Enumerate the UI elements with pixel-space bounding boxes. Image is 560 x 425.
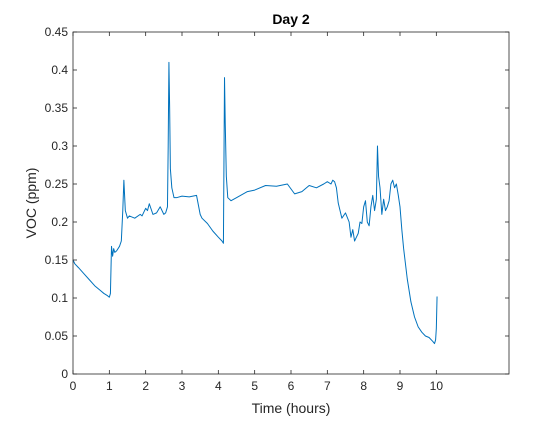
plot-area-background xyxy=(73,32,509,374)
y-tick-label: 0.35 xyxy=(45,101,69,115)
y-tick-label: 0 xyxy=(61,367,68,381)
series-layer xyxy=(72,61,438,345)
y-axis-label: VOC (ppm) xyxy=(23,168,39,239)
y-tick-label: 0.3 xyxy=(51,139,68,153)
y-tick-label: 0.15 xyxy=(45,253,69,267)
x-tick-label: 1 xyxy=(106,379,113,393)
chart-title: Day 2 xyxy=(272,11,310,27)
y-axis-ticks: 0 0.05 0.1 0.15 0.2 0.25 0.3 0.35 0.4 0.45 xyxy=(45,25,509,381)
x-axis-label: Time (hours) xyxy=(252,400,331,416)
y-tick-label: 0.1 xyxy=(51,291,68,305)
y-tick-label: 0.4 xyxy=(51,63,68,77)
x-axis-ticks: 0 1 2 3 4 5 6 7 8 9 10 xyxy=(70,32,444,393)
series-line-voc xyxy=(72,61,438,345)
x-tick-label: 8 xyxy=(360,379,367,393)
x-tick-label: 10 xyxy=(430,379,444,393)
x-tick-label: 3 xyxy=(179,379,186,393)
x-tick-label: 4 xyxy=(215,379,222,393)
x-tick-label: 9 xyxy=(397,379,404,393)
y-tick-label: 0.2 xyxy=(51,215,68,229)
y-tick-label: 0.45 xyxy=(45,25,69,39)
x-tick-label: 7 xyxy=(324,379,331,393)
x-tick-label: 2 xyxy=(142,379,149,393)
y-tick-label: 0.05 xyxy=(45,329,69,343)
x-tick-label: 6 xyxy=(288,379,295,393)
x-tick-label: 0 xyxy=(70,379,77,393)
y-tick-label: 0.25 xyxy=(45,177,69,191)
x-tick-label: 5 xyxy=(251,379,258,393)
